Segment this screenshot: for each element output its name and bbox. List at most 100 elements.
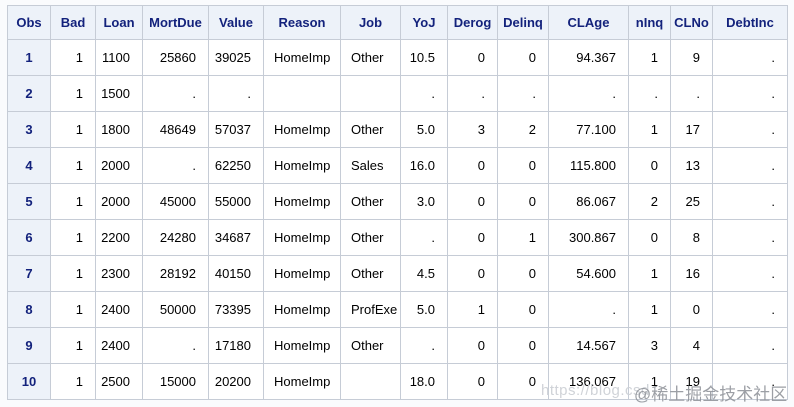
data-cell-delinq: 0 bbox=[497, 39, 549, 76]
table-row: 4 1 2000. 62250 HomeImp Sales 16.0 0 0 115.800 0 13… bbox=[7, 147, 788, 184]
data-cell-value: . bbox=[208, 75, 264, 112]
data-cell-debtinc: . bbox=[712, 363, 788, 400]
data-cell-debtinc: . bbox=[712, 147, 788, 184]
column-header-yoj: YoJ bbox=[400, 5, 448, 40]
data-cell-ninq: 1 bbox=[628, 111, 671, 148]
data-cell-reason: HomeImp bbox=[263, 363, 341, 400]
data-cell-loan: 2400 bbox=[95, 327, 143, 364]
data-cell-value: 20200 bbox=[208, 363, 264, 400]
data-cell-delinq: 0 bbox=[497, 327, 549, 364]
data-cell-ninq: 1 bbox=[628, 255, 671, 292]
data-cell-mortdue: 50000 bbox=[142, 291, 209, 328]
table-row: 10 1 2500 15000 20200 HomeImp 18.0 0 0 136.067 1 19… bbox=[7, 363, 788, 400]
data-cell-loan: 2500 bbox=[95, 363, 143, 400]
data-cell-mortdue: . bbox=[142, 75, 209, 112]
data-cell-job: Other bbox=[340, 219, 401, 256]
data-cell-reason: HomeImp bbox=[263, 291, 341, 328]
data-cell-yoj: 3.0 bbox=[400, 183, 448, 220]
obs-cell: 6 bbox=[7, 219, 51, 256]
data-cell-clage: 54.600 bbox=[548, 255, 629, 292]
data-cell-bad: 1 bbox=[50, 147, 96, 184]
data-cell-job: Other bbox=[340, 111, 401, 148]
data-cell-clno: 4 bbox=[670, 327, 713, 364]
data-cell-clage: . bbox=[548, 75, 629, 112]
data-cell-derog: 0 bbox=[447, 39, 498, 76]
column-header-debtinc: DebtInc bbox=[712, 5, 788, 40]
data-cell-delinq: 0 bbox=[497, 147, 549, 184]
data-cell-mortdue: . bbox=[142, 147, 209, 184]
table-row: 6 1 2200 24280 34687 HomeImp Other. 0 1 300.867 0 8… bbox=[7, 219, 788, 256]
data-cell-value: 39025 bbox=[208, 39, 264, 76]
data-cell-bad: 1 bbox=[50, 255, 96, 292]
data-cell-derog: 0 bbox=[447, 363, 498, 400]
data-cell-value: 62250 bbox=[208, 147, 264, 184]
data-cell-value: 55000 bbox=[208, 183, 264, 220]
header-row: Obs Bad Loan MortDue Value Reason Job YoJ Derog D… bbox=[7, 5, 788, 40]
data-cell-mortdue: . bbox=[142, 327, 209, 364]
data-cell-yoj: 16.0 bbox=[400, 147, 448, 184]
data-cell-job: Sales bbox=[340, 147, 401, 184]
data-cell-ninq: . bbox=[628, 75, 671, 112]
data-cell-bad: 1 bbox=[50, 219, 96, 256]
data-cell-derog: 0 bbox=[447, 183, 498, 220]
data-cell-mortdue: 48649 bbox=[142, 111, 209, 148]
data-cell-bad: 1 bbox=[50, 327, 96, 364]
data-cell-loan: 1100 bbox=[95, 39, 143, 76]
data-cell-ninq: 0 bbox=[628, 219, 671, 256]
data-cell-yoj: 10.5 bbox=[400, 39, 448, 76]
data-cell-reason: HomeImp bbox=[263, 255, 341, 292]
data-cell-derog: 1 bbox=[447, 291, 498, 328]
table-row: 7 1 2300 28192 40150 HomeImp Other 4.5 0 0 54.600 1… bbox=[7, 255, 788, 292]
data-cell-delinq: 0 bbox=[497, 291, 549, 328]
column-header-bad: Bad bbox=[50, 5, 96, 40]
table-row: 3 1 1800 48649 57037 HomeImp Other 5.0 3 2 77.100 1… bbox=[7, 111, 788, 148]
data-cell-loan: 2300 bbox=[95, 255, 143, 292]
data-cell-yoj: . bbox=[400, 327, 448, 364]
data-cell-clno: 13 bbox=[670, 147, 713, 184]
data-cell-loan: 2000 bbox=[95, 147, 143, 184]
data-cell-delinq: 0 bbox=[497, 363, 549, 400]
data-cell-value: 17180 bbox=[208, 327, 264, 364]
results-table-container: Obs Bad Loan MortDue Value Reason Job YoJ Derog D… bbox=[7, 5, 788, 400]
obs-cell: 7 bbox=[7, 255, 51, 292]
data-cell-job: Other bbox=[340, 39, 401, 76]
data-cell-derog: 3 bbox=[447, 111, 498, 148]
data-cell-reason: HomeImp bbox=[263, 219, 341, 256]
data-cell-job bbox=[340, 75, 401, 112]
data-cell-loan: 2000 bbox=[95, 183, 143, 220]
data-cell-mortdue: 28192 bbox=[142, 255, 209, 292]
obs-cell: 9 bbox=[7, 327, 51, 364]
data-cell-yoj: 5.0 bbox=[400, 111, 448, 148]
data-cell-mortdue: 45000 bbox=[142, 183, 209, 220]
data-cell-yoj: 18.0 bbox=[400, 363, 448, 400]
column-header-clno: CLNo bbox=[670, 5, 713, 40]
data-cell-clno: 25 bbox=[670, 183, 713, 220]
data-cell-loan: 2400 bbox=[95, 291, 143, 328]
data-cell-mortdue: 15000 bbox=[142, 363, 209, 400]
data-cell-job: ProfExe bbox=[340, 291, 401, 328]
data-cell-delinq: . bbox=[497, 75, 549, 112]
data-cell-clno: . bbox=[670, 75, 713, 112]
data-cell-clno: 8 bbox=[670, 219, 713, 256]
data-cell-clage: . bbox=[548, 291, 629, 328]
data-cell-clno: 19 bbox=[670, 363, 713, 400]
table-header: Obs Bad Loan MortDue Value Reason Job YoJ Derog D… bbox=[7, 5, 788, 40]
table-row: 5 1 2000 45000 55000 HomeImp Other 3.0 0 0 86.067 2… bbox=[7, 183, 788, 220]
data-cell-clage: 94.367 bbox=[548, 39, 629, 76]
data-cell-debtinc: . bbox=[712, 183, 788, 220]
data-cell-delinq: 1 bbox=[497, 219, 549, 256]
column-header-job: Job bbox=[340, 5, 401, 40]
data-cell-debtinc: . bbox=[712, 75, 788, 112]
column-header-ninq: nInq bbox=[628, 5, 671, 40]
data-cell-reason: HomeImp bbox=[263, 147, 341, 184]
column-header-reason: Reason bbox=[263, 5, 341, 40]
table-body: 1 1 1100 25860 39025 HomeImp Other 10.5 0 0 94.367… bbox=[7, 39, 788, 400]
data-cell-clage: 77.100 bbox=[548, 111, 629, 148]
data-cell-bad: 1 bbox=[50, 183, 96, 220]
data-cell-clage: 136.067 bbox=[548, 363, 629, 400]
data-table: Obs Bad Loan MortDue Value Reason Job YoJ Derog D… bbox=[7, 5, 788, 400]
data-cell-derog: 0 bbox=[447, 327, 498, 364]
data-cell-reason bbox=[263, 75, 341, 112]
data-cell-derog: 0 bbox=[447, 255, 498, 292]
data-cell-delinq: 0 bbox=[497, 183, 549, 220]
